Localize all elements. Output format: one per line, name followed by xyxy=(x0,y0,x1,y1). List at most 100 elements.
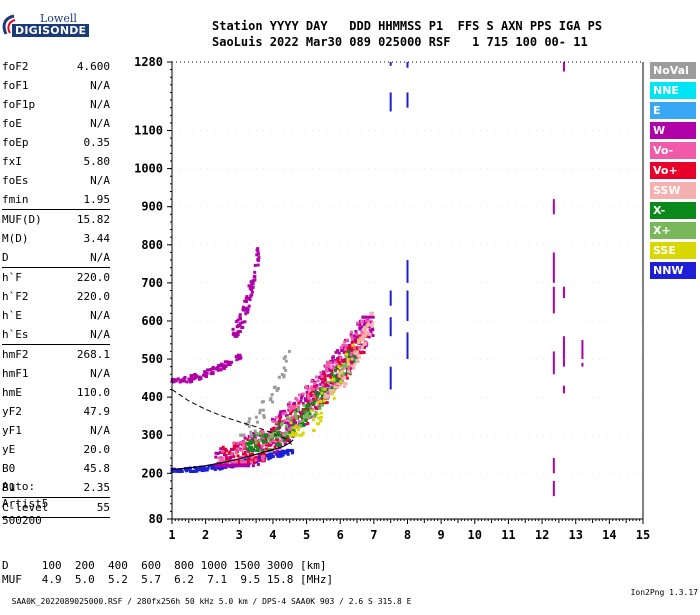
echo-point xyxy=(252,456,256,460)
echo-point xyxy=(292,417,296,421)
echo-point xyxy=(282,366,286,370)
echo-point xyxy=(236,330,240,334)
echo-point xyxy=(203,370,207,374)
echo-point xyxy=(221,450,225,454)
legend-item-nnw: NNW xyxy=(650,262,696,279)
echo-point xyxy=(229,447,233,451)
echo-point xyxy=(221,464,225,468)
echo-point xyxy=(291,433,295,437)
echo-point xyxy=(281,438,285,442)
echo-point xyxy=(359,326,363,330)
echo-point xyxy=(219,447,223,451)
echo-point xyxy=(254,415,258,419)
echo-point xyxy=(245,462,249,466)
echo-point xyxy=(293,431,297,435)
echo-point xyxy=(313,383,317,387)
footer-file-info: SAA0K_2022089025000.RSF / 280fx256h 50 k… xyxy=(11,597,412,606)
echo-point xyxy=(307,403,311,407)
echo-point xyxy=(238,323,242,327)
echo-point xyxy=(355,352,359,356)
echo-point xyxy=(329,381,333,385)
echo-point xyxy=(309,409,313,413)
echo-point xyxy=(285,436,289,440)
echo-point xyxy=(248,298,252,302)
echo-point xyxy=(261,408,265,412)
echo-point xyxy=(361,315,365,319)
legend-item-noval: NoVal xyxy=(650,62,696,79)
echo-point xyxy=(293,405,297,409)
echo-point xyxy=(343,349,347,353)
echo-point xyxy=(345,338,349,342)
echo-point xyxy=(363,326,367,330)
echo-point xyxy=(326,360,330,364)
echo-point xyxy=(367,335,371,339)
echo-point xyxy=(228,455,232,459)
echo-point xyxy=(274,438,278,442)
electron-density-profile xyxy=(171,389,294,447)
param-row: hmF1 N/A xyxy=(2,364,110,383)
param-value: N/A xyxy=(90,367,110,380)
echo-point xyxy=(349,359,353,363)
param-value: N/A xyxy=(90,98,110,111)
echo-point xyxy=(288,401,292,405)
echo-point xyxy=(309,399,313,403)
x-tick-label: 3 xyxy=(236,528,243,542)
echo-point xyxy=(223,451,227,455)
logo-lowell-text: Lowell xyxy=(40,12,77,25)
echo-point xyxy=(201,373,205,377)
echo-point xyxy=(244,300,248,304)
echo-point xyxy=(251,453,255,457)
echo-point xyxy=(282,409,286,413)
echo-point xyxy=(220,466,224,470)
legend-item-sse: SSE xyxy=(650,242,696,259)
echo-point xyxy=(243,436,247,440)
echo-point xyxy=(227,362,231,366)
echo-point xyxy=(298,393,302,397)
echo-point xyxy=(237,458,241,462)
echo-point xyxy=(234,320,238,324)
echo-point xyxy=(288,408,292,412)
echo-point xyxy=(278,454,282,458)
echo-point xyxy=(260,444,264,448)
echo-point xyxy=(254,436,258,440)
station-header: Station YYYY DAY DDD HHMMSS P1 FFS S AXN… xyxy=(212,18,602,50)
echo-point xyxy=(172,380,176,384)
echo-point xyxy=(217,464,221,468)
echo-point xyxy=(242,441,246,445)
echo-point xyxy=(189,469,193,473)
echo-point xyxy=(319,419,323,423)
echo-point xyxy=(315,406,319,410)
echo-point xyxy=(338,383,342,387)
echo-point xyxy=(239,440,243,444)
echo-point xyxy=(281,453,285,457)
echo-point xyxy=(323,373,327,377)
echo-point xyxy=(248,439,252,443)
echo-point xyxy=(235,464,239,468)
echo-point xyxy=(325,367,329,371)
echo-point xyxy=(332,396,336,400)
echo-point xyxy=(238,353,242,357)
echo-point xyxy=(180,469,184,473)
echo-point xyxy=(233,462,237,466)
echo-point xyxy=(310,387,314,391)
echo-point xyxy=(285,427,289,431)
echo-point xyxy=(335,373,339,377)
echo-point xyxy=(353,334,357,338)
echo-point xyxy=(179,468,183,472)
echo-point xyxy=(220,364,224,368)
echo-point xyxy=(273,418,277,422)
echo-point xyxy=(312,414,316,418)
param-value: N/A xyxy=(90,117,110,130)
echo-point xyxy=(290,451,294,455)
echo-point xyxy=(316,412,320,416)
echo-point xyxy=(247,424,251,428)
echo-point xyxy=(319,399,323,403)
echo-point xyxy=(268,452,272,456)
echo-point xyxy=(359,334,363,338)
echo-point xyxy=(323,378,327,382)
echo-point xyxy=(254,456,258,460)
trace-curves xyxy=(171,389,294,471)
echo-point xyxy=(219,368,223,372)
echo-point xyxy=(258,431,262,435)
echo-point xyxy=(272,439,276,443)
